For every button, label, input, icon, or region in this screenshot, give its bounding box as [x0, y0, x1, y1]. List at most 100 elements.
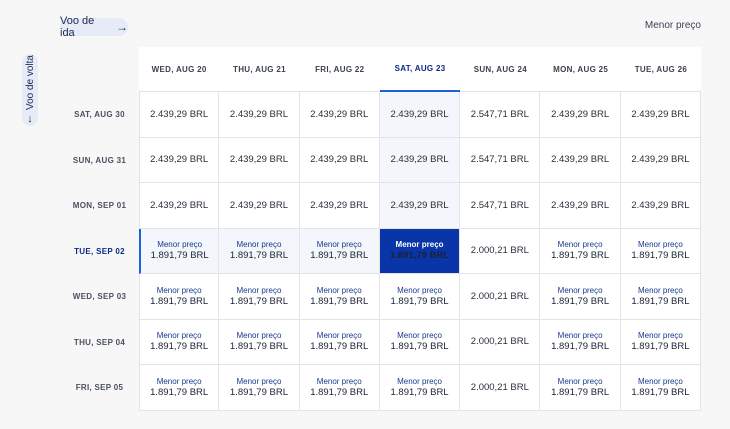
column-header: FRI, AUG 22 — [299, 47, 380, 92]
price-cell[interactable]: Menor preço 1.891,79 BRL — [379, 274, 461, 320]
price-cell[interactable]: 2.439,29 BRL — [299, 92, 380, 138]
lowest-price-tag: Menor preço — [557, 331, 603, 341]
price-cell[interactable]: 2.439,29 BRL — [139, 137, 220, 183]
price-cell[interactable]: Menor preço 1.891,79 BRL — [299, 319, 380, 365]
price-cell[interactable]: 2.439,29 BRL — [219, 137, 300, 183]
column-header: WED, AUG 20 — [139, 47, 220, 92]
price-cell[interactable]: 2.000,21 BRL — [460, 274, 541, 320]
price-cell[interactable]: 2.439,29 BRL — [379, 183, 461, 229]
price-value: 1.891,79 BRL — [551, 386, 610, 398]
price-cell[interactable]: 2.000,21 BRL — [460, 319, 541, 365]
column-header: MON, AUG 25 — [540, 47, 621, 92]
price-cell[interactable]: Menor preço 1.891,79 BRL — [219, 365, 300, 411]
price-cell[interactable]: Menor preço 1.891,79 BRL — [620, 319, 702, 365]
lowest-price-tag: Menor preço — [156, 376, 202, 386]
price-value: 2.439,29 BRL — [631, 154, 690, 166]
price-value: 1.891,79 BRL — [150, 250, 209, 262]
price-cell[interactable]: 2.439,29 BRL — [620, 92, 702, 138]
price-value: 1.891,79 BRL — [229, 341, 288, 353]
price-value: 2.439,29 BRL — [390, 108, 449, 120]
row-header: SAT, AUG 30 — [74, 110, 125, 120]
price-cell[interactable]: Menor preço 1.891,79 BRL — [139, 274, 220, 320]
lowest-price-tag: Menor preço — [157, 240, 203, 250]
price-cell[interactable]: 2.439,29 BRL — [540, 183, 621, 229]
price-value: 2.439,29 BRL — [310, 108, 369, 120]
price-cell[interactable]: 2.439,29 BRL — [379, 92, 461, 138]
price-value: 2.000,21 BRL — [470, 245, 529, 257]
price-cell[interactable]: 2.439,29 BRL — [219, 92, 300, 138]
price-cell[interactable]: Menor preço 1.891,79 BRL — [620, 274, 702, 320]
price-cell[interactable]: Menor preço 1.891,79 BRL — [540, 228, 621, 274]
price-value: 1.891,79 BRL — [310, 295, 369, 307]
price-value: 1.891,79 BRL — [389, 250, 450, 262]
price-cell[interactable]: Menor preço 1.891,79 BRL — [139, 228, 220, 274]
lowest-price-tag: Menor preço — [156, 285, 202, 295]
column-header: SAT, AUG 23 — [379, 47, 461, 92]
price-cell[interactable]: 2.547,71 BRL — [460, 92, 541, 138]
price-cell[interactable]: 2.439,29 BRL — [299, 137, 380, 183]
arrow-right-icon: → — [116, 20, 128, 34]
price-value: 2.439,29 BRL — [150, 199, 209, 211]
price-cell[interactable]: 2.000,21 BRL — [460, 365, 541, 411]
price-value: 1.891,79 BRL — [631, 250, 690, 262]
price-cell[interactable]: 2.439,29 BRL — [540, 92, 621, 138]
price-cell[interactable]: Menor preço 1.891,79 BRL — [620, 365, 702, 411]
price-cell[interactable]: Menor preço 1.891,79 BRL — [540, 319, 621, 365]
price-value: 2.439,29 BRL — [310, 199, 369, 211]
price-value: 1.891,79 BRL — [551, 341, 610, 353]
price-value: 1.891,79 BRL — [150, 341, 209, 353]
price-cell[interactable]: 2.439,29 BRL — [620, 137, 702, 183]
price-cell[interactable]: 2.439,29 BRL — [299, 183, 380, 229]
price-value: 1.891,79 BRL — [631, 295, 690, 307]
price-cell[interactable]: Menor preço 1.891,79 BRL — [139, 319, 220, 365]
price-cell[interactable]: Menor preço 1.891,79 BRL — [540, 365, 621, 411]
price-cell[interactable]: 2.439,29 BRL — [219, 183, 300, 229]
price-cell[interactable]: Menor preço 1.891,79 BRL — [299, 228, 380, 274]
price-value: 1.891,79 BRL — [150, 295, 209, 307]
price-value: 1.891,79 BRL — [551, 295, 610, 307]
price-value: 2.547,71 BRL — [470, 154, 529, 166]
price-value: 2.439,29 BRL — [551, 199, 610, 211]
price-cell[interactable]: 2.439,29 BRL — [379, 137, 461, 183]
price-cell[interactable]: Menor preço 1.891,79 BRL — [620, 228, 702, 274]
outbound-flight-toggle[interactable]: Voo de ida → — [60, 15, 128, 39]
price-grid: WED, AUG 20 THU, AUG 21 FRI, AUG 22 SAT, AU… — [60, 47, 702, 411]
price-value: 2.439,29 BRL — [150, 154, 209, 166]
price-cell[interactable]: Menor preço 1.891,79 BRL — [219, 319, 300, 365]
lowest-price-tag: Menor preço — [557, 285, 603, 295]
column-header: THU, AUG 21 — [219, 47, 300, 92]
price-cell[interactable]: 2.439,29 BRL — [139, 183, 220, 229]
lowest-price-tag: Menor preço — [637, 285, 683, 295]
column-header: SUN, AUG 24 — [460, 47, 541, 92]
price-cell[interactable]: Menor preço 1.891,79 BRL — [379, 319, 461, 365]
price-cell[interactable]: 2.000,21 BRL — [460, 228, 541, 274]
price-cell[interactable]: 2.439,29 BRL — [540, 137, 621, 183]
lowest-price-tag: Menor preço — [316, 331, 362, 341]
price-cell-selected[interactable]: Menor preço 1.891,79 BRL — [379, 228, 461, 274]
price-cell[interactable]: 2.439,29 BRL — [139, 92, 220, 138]
price-cell[interactable]: Menor preço 1.891,79 BRL — [299, 274, 380, 320]
lowest-price-tag: Menor preço — [637, 240, 683, 250]
price-cell[interactable]: 2.547,71 BRL — [460, 137, 541, 183]
price-cell[interactable]: Menor preço 1.891,79 BRL — [379, 365, 461, 411]
price-cell[interactable]: Menor preço 1.891,79 BRL — [139, 365, 220, 411]
price-value: 2.439,29 BRL — [631, 108, 690, 120]
price-cell[interactable]: Menor preço 1.891,79 BRL — [219, 274, 300, 320]
price-cell[interactable]: Menor preço 1.891,79 BRL — [219, 228, 300, 274]
price-value: 2.439,29 BRL — [390, 154, 449, 166]
price-cell[interactable]: 2.439,29 BRL — [620, 183, 702, 229]
lowest-price-tag: Menor preço — [637, 331, 683, 341]
price-cell[interactable]: Menor preço 1.891,79 BRL — [540, 274, 621, 320]
grid-corner — [60, 47, 139, 92]
price-cell[interactable]: Menor preço 1.891,79 BRL — [299, 365, 380, 411]
lowest-price-tag: Menor preço — [236, 331, 282, 341]
price-value: 2.000,21 BRL — [470, 290, 529, 302]
row-header: THU, SEP 04 — [73, 337, 126, 347]
return-flight-toggle[interactable]: Voo de volta ↓ — [22, 54, 38, 126]
price-value: 1.891,79 BRL — [310, 341, 369, 353]
price-cell[interactable]: 2.547,71 BRL — [460, 183, 541, 229]
lowest-price-tag: Menor preço — [236, 240, 282, 250]
lowest-price-tag: Menor preço — [236, 285, 282, 295]
price-value: 2.547,71 BRL — [470, 199, 529, 211]
price-value: 2.439,29 BRL — [390, 199, 449, 211]
